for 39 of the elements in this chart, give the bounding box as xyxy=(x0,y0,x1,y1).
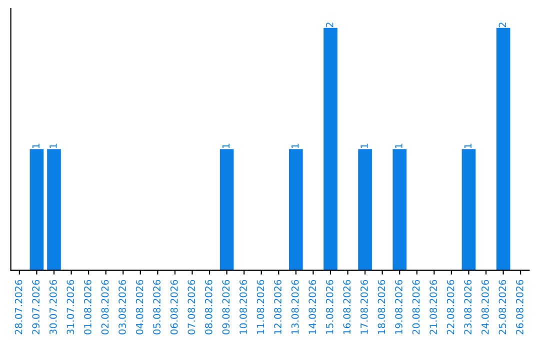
data-label: 1 xyxy=(50,144,57,148)
x-tick-label: 28.07.2026 xyxy=(14,280,22,334)
x-tick-label: 03.08.2026 xyxy=(118,280,126,334)
x-tick-label: 18.08.2026 xyxy=(378,280,386,334)
x-tick-label: 31.07.2026 xyxy=(66,280,74,334)
x-tick-label: 07.08.2026 xyxy=(188,280,196,334)
x-tick-label: 26.08.2026 xyxy=(516,280,524,334)
data-label: 1 xyxy=(360,144,368,148)
x-tick-label: 12.08.2026 xyxy=(274,280,282,334)
x-tick-label: 20.08.2026 xyxy=(412,280,420,334)
data-label: 1 xyxy=(292,144,299,148)
x-tick-label: 23.08.2026 xyxy=(464,280,472,334)
data-label: 2 xyxy=(326,22,334,28)
x-tick-label: 14.08.2026 xyxy=(308,280,316,334)
x-tick-label: 24.08.2026 xyxy=(481,280,489,334)
x-tick-label: 08.08.2026 xyxy=(204,280,212,334)
x-tick-label: 13.08.2026 xyxy=(291,280,299,334)
x-tick-label: 16.08.2026 xyxy=(343,280,351,334)
data-label: 2 xyxy=(498,22,506,28)
x-tick-label: 30.07.2026 xyxy=(49,280,57,334)
x-tick-label: 22.08.2026 xyxy=(446,280,454,334)
x-tick-label: 01.08.2026 xyxy=(84,280,92,334)
x-tick-label: 25.08.2026 xyxy=(498,280,506,334)
data-label: 1 xyxy=(395,144,402,148)
x-tick-label: 19.08.2026 xyxy=(395,280,402,334)
x-tick-label: 21.08.2026 xyxy=(430,280,437,334)
x-tick-label: 02.08.2026 xyxy=(101,280,109,334)
x-tick-label: 09.08.2026 xyxy=(222,280,230,334)
x-tick-label: 17.08.2026 xyxy=(360,280,368,334)
x-tick-label: 10.08.2026 xyxy=(240,280,247,334)
x-tick-label: 11.08.2026 xyxy=(256,280,264,334)
x-tick-label: 05.08.2026 xyxy=(153,280,160,334)
data-label: 1 xyxy=(32,144,40,148)
x-tick-label: 06.08.2026 xyxy=(170,280,178,334)
x-tick-label: 29.07.2026 xyxy=(32,280,40,334)
x-tick-label: 15.08.2026 xyxy=(326,280,334,334)
x-tick-label: 04.08.2026 xyxy=(136,280,144,334)
data-label: 1 xyxy=(464,144,472,148)
data-label: 1 xyxy=(222,144,230,148)
